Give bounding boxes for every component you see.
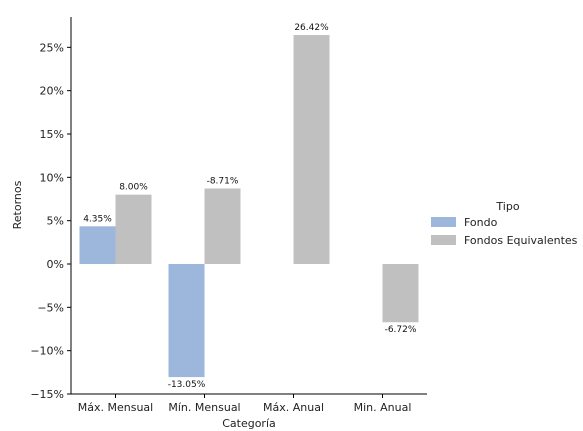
bars	[79, 35, 419, 378]
y-tick-label: −10%	[30, 345, 64, 358]
legend-label-fondo: Fondo	[464, 216, 498, 229]
x-tick-label: Máx. Mensual	[78, 401, 153, 414]
legend: Tipo Fondo Fondos Equivalentes	[431, 200, 578, 247]
bar-fondos-equivalentes-2	[293, 35, 330, 264]
y-tick-label: 15%	[40, 128, 64, 141]
data-label: 8.00%	[119, 183, 148, 193]
y-tick-label: 0%	[47, 258, 64, 271]
bar-fondo-0	[79, 226, 116, 264]
y-tick-label: −5%	[37, 301, 64, 314]
bar-fondos-equivalentes-0	[115, 194, 152, 264]
y-tick-label: 20%	[40, 85, 64, 98]
legend-title: Tipo	[495, 200, 519, 213]
x-tick-label: Mín. Mensual	[168, 401, 240, 414]
data-label: -6.72%	[385, 325, 417, 335]
x-axis-ticks: Máx. Mensual Mín. Mensual Máx. Anual Min. A…	[78, 394, 412, 414]
y-tick-label: 5%	[47, 215, 64, 228]
data-label: 26.42%	[294, 23, 329, 33]
data-label: -13.05%	[168, 380, 206, 390]
bar-fondo-1	[168, 264, 205, 378]
y-axis-ticks: −15% −10% −5% 0% 5% 10% 15% 20% 25%	[30, 41, 71, 401]
x-tick-label: Min. Anual	[354, 401, 412, 414]
y-tick-label: 25%	[40, 41, 64, 54]
y-tick-label: −15%	[30, 388, 64, 401]
y-tick-label: 10%	[40, 171, 64, 184]
legend-swatch-fondo	[431, 217, 456, 227]
x-tick-label: Máx. Anual	[263, 401, 324, 414]
bar-fondos-equivalentes-1	[204, 188, 241, 264]
y-axis-title: Retornos	[11, 180, 24, 229]
x-axis-title: Categoría	[222, 417, 276, 430]
bar-fondos-equivalentes-3	[382, 264, 419, 323]
data-label: 4.35%	[83, 214, 112, 224]
legend-swatch-fondos-equivalentes	[431, 235, 456, 245]
data-label: -8.71%	[207, 177, 239, 187]
data-labels: 4.35% 8.00% -13.05% -8.71% 26.42% -6.72%	[83, 23, 417, 390]
legend-label-fondos-equivalentes: Fondos Equivalentes	[464, 234, 578, 247]
